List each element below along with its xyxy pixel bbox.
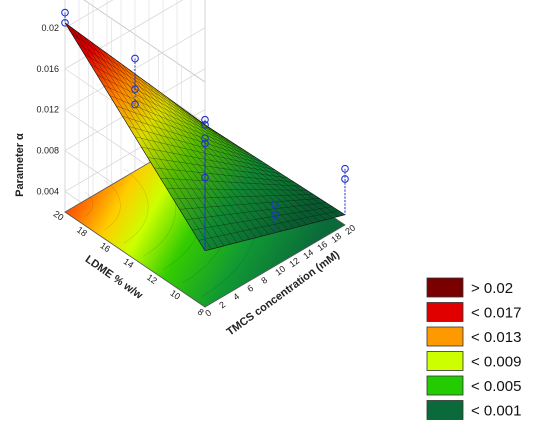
x-tick-label: 20 [343, 223, 357, 237]
x-tick-label: 16 [315, 239, 329, 253]
data-point [201, 115, 209, 124]
legend-swatch [426, 351, 464, 371]
x-tick-label: 0 [203, 308, 213, 319]
legend-label: < 0.017 [471, 305, 521, 322]
z-tick-label: 0.004 [36, 187, 59, 197]
data-point [201, 121, 209, 129]
data-point [271, 211, 279, 219]
z-tick-label: 0.008 [36, 146, 59, 156]
x-tick-label: 4 [231, 291, 241, 302]
surface-mesh-line [185, 110, 327, 220]
y-tick-label: 8 [196, 307, 206, 318]
x-tick-label: 18 [329, 231, 343, 245]
surface-mesh-line [71, 32, 212, 130]
legend-swatch [426, 375, 464, 396]
legend-label: < 0.009 [471, 354, 521, 371]
y-tick-label: 20 [52, 209, 66, 223]
surface-mesh-line [160, 92, 301, 227]
surface-mesh-line [173, 101, 314, 224]
x-tick-label: 12 [287, 255, 301, 269]
surface-mesh-line [192, 115, 333, 219]
data-point [201, 134, 209, 143]
surface-mesh-line [179, 106, 320, 222]
legend-label: > 0.02 [471, 280, 513, 297]
y-tick-label: 12 [145, 272, 159, 286]
data-point [201, 173, 209, 182]
data-point [61, 18, 69, 27]
y-tick-label: 16 [98, 240, 112, 254]
x-tick-label: 2 [217, 299, 227, 310]
legend-swatch [426, 400, 464, 420]
surface-mesh-line [96, 74, 237, 146]
z-axis-title: Parameter α [14, 133, 26, 197]
surface-mesh-line [153, 87, 295, 229]
legend-swatch [426, 302, 464, 322]
data-point [131, 100, 139, 109]
axis-ticks: 0.0040.0080.0120.0160.020.02402468101214… [36, 23, 357, 319]
surface-mesh-line [83, 53, 225, 138]
data-point [341, 175, 349, 183]
legend-swatch [426, 277, 464, 298]
surface-mesh-line [77, 43, 218, 134]
surface-mesh-line [166, 96, 307, 225]
data-point [271, 200, 279, 209]
x-tick-label: 6 [245, 283, 255, 294]
z-tick-label: 0.012 [36, 105, 59, 115]
observed-points [61, 8, 349, 251]
surface-mesh-line [147, 82, 288, 230]
legend-label: < 0.013 [471, 329, 521, 346]
surface-mesh-line [128, 126, 269, 166]
surface-mesh-line [115, 105, 256, 158]
y-tick-label: 18 [75, 225, 89, 239]
legend: > 0.02 < 0.017 < 0.013 < 0.009 < 0.005 < 0.00… [426, 277, 521, 420]
data-point [201, 139, 209, 148]
surface-mesh-line [204, 124, 346, 215]
surface-mesh-line [103, 84, 244, 150]
legend-label: < 0.001 [471, 403, 521, 420]
x-tick-label: 14 [301, 247, 315, 261]
floor-contour-line [123, 168, 149, 244]
legend-swatch [426, 326, 464, 347]
x-tick-label: 10 [273, 264, 287, 278]
legend-label: < 0.005 [471, 378, 521, 395]
y-axis-title: LDME % w/w [83, 253, 145, 302]
z-tick-label: 0.02 [41, 23, 59, 33]
data-point [341, 164, 349, 173]
surface-mesh-line [90, 64, 231, 142]
surface-mesh-line [141, 78, 282, 232]
data-point [131, 54, 139, 63]
x-tick-label: 8 [259, 275, 269, 286]
floor-contour-line [103, 179, 121, 231]
floor-contour-line [84, 191, 94, 217]
y-tick-label: 10 [168, 288, 182, 302]
surface-mesh-line [122, 115, 263, 162]
data-point [61, 8, 69, 17]
z-tick-label: 0.016 [36, 64, 59, 74]
surface-mesh-line [109, 95, 250, 154]
y-tick-label: 14 [122, 256, 136, 270]
surface-mesh-line [198, 120, 339, 217]
